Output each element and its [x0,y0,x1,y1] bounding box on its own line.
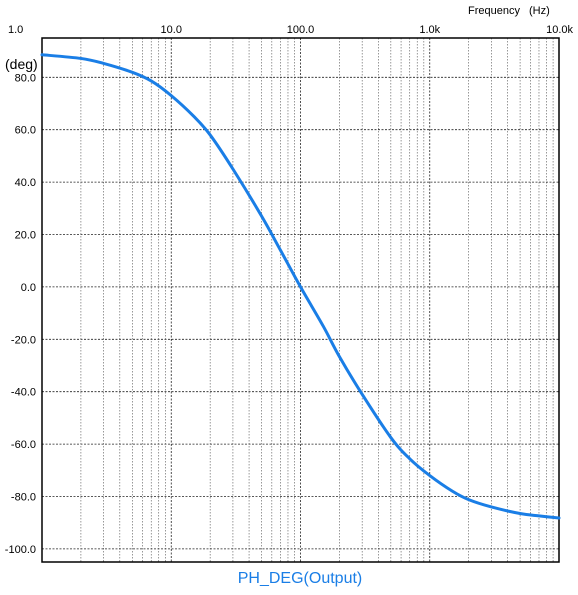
y-axis-label: (deg) [5,56,38,72]
y-tick-label: -20.0 [11,334,36,346]
x-tick-label: 10.0k [546,24,573,36]
x-tick-label: 1.0k [419,24,440,36]
legend-series-name: PH_DEG(Output) [238,570,362,587]
x-axis-label: Frequency [468,5,520,17]
x-tick-label: 10.0 [161,24,182,36]
y-tick-label: 40.0 [15,177,36,189]
minor-gridlines [80,38,554,562]
y-tick-label: 80.0 [15,72,36,84]
y-tick-label: -80.0 [11,492,36,504]
y-tick-label: 0.0 [21,282,36,294]
y-tick-labels: 80.0 60.0 40.0 20.0 0.0 -20.0 -40.0 -60.0 -80.0 -… [5,72,36,556]
y-tick-label: 60.0 [15,125,36,137]
y-tick-label: -60.0 [11,439,36,451]
x-axis-unit: (Hz) [529,5,550,17]
y-tick-label: 20.0 [15,230,36,242]
x-tick-label: 1.0 [8,24,23,36]
y-tick-label: -100.0 [5,544,36,556]
plot-border [41,37,560,563]
series-layer [40,53,561,520]
x-tick-label: 100.0 [287,24,315,36]
major-gridlines [41,38,560,562]
y-tick-label: -40.0 [11,387,36,399]
x-tick-labels: 1.0 10.0 100.0 1.0k 10.0k [8,24,573,36]
series-line-ph-deg-output [40,53,561,520]
